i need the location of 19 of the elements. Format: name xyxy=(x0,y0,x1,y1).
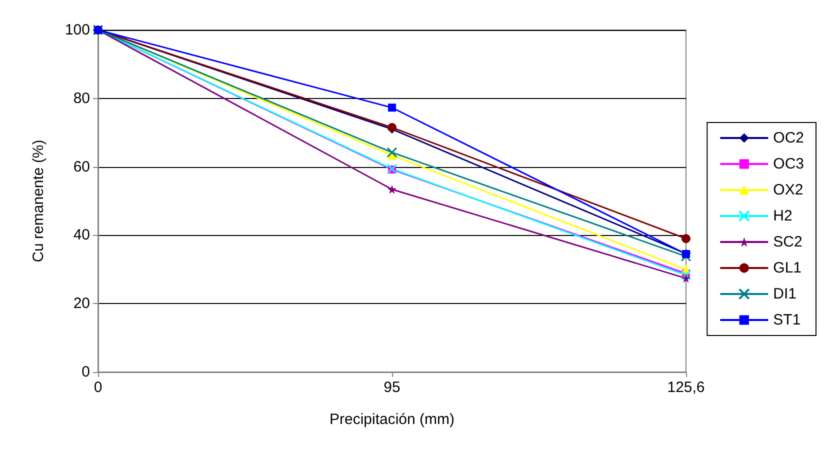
y-tick-label: 80 xyxy=(73,90,90,107)
x-tick-label: 125,6 xyxy=(667,379,705,396)
legend-label: SC2 xyxy=(773,234,802,250)
legend-label: ST1 xyxy=(773,312,801,328)
y-tick-label: 20 xyxy=(73,295,90,312)
legend-label: H2 xyxy=(773,208,792,224)
y-axis-title: Cu remanente (%) xyxy=(30,140,47,262)
x-tick-label: 0 xyxy=(94,379,102,396)
x-axis-title: Precipitación (mm) xyxy=(329,411,455,428)
legend-label: OX2 xyxy=(773,182,804,198)
y-tick-label: 100 xyxy=(64,22,90,38)
y-tick-label: 40 xyxy=(73,226,90,244)
y-tick-label: 0 xyxy=(82,364,90,380)
legend-label: OC2 xyxy=(773,130,804,146)
y-tick-label: 60 xyxy=(73,158,90,176)
legend-label: OC3 xyxy=(773,156,804,172)
legend-label: DI1 xyxy=(773,286,796,302)
legend-label: GL1 xyxy=(773,260,802,276)
x-tick-label: 95 xyxy=(384,379,400,396)
